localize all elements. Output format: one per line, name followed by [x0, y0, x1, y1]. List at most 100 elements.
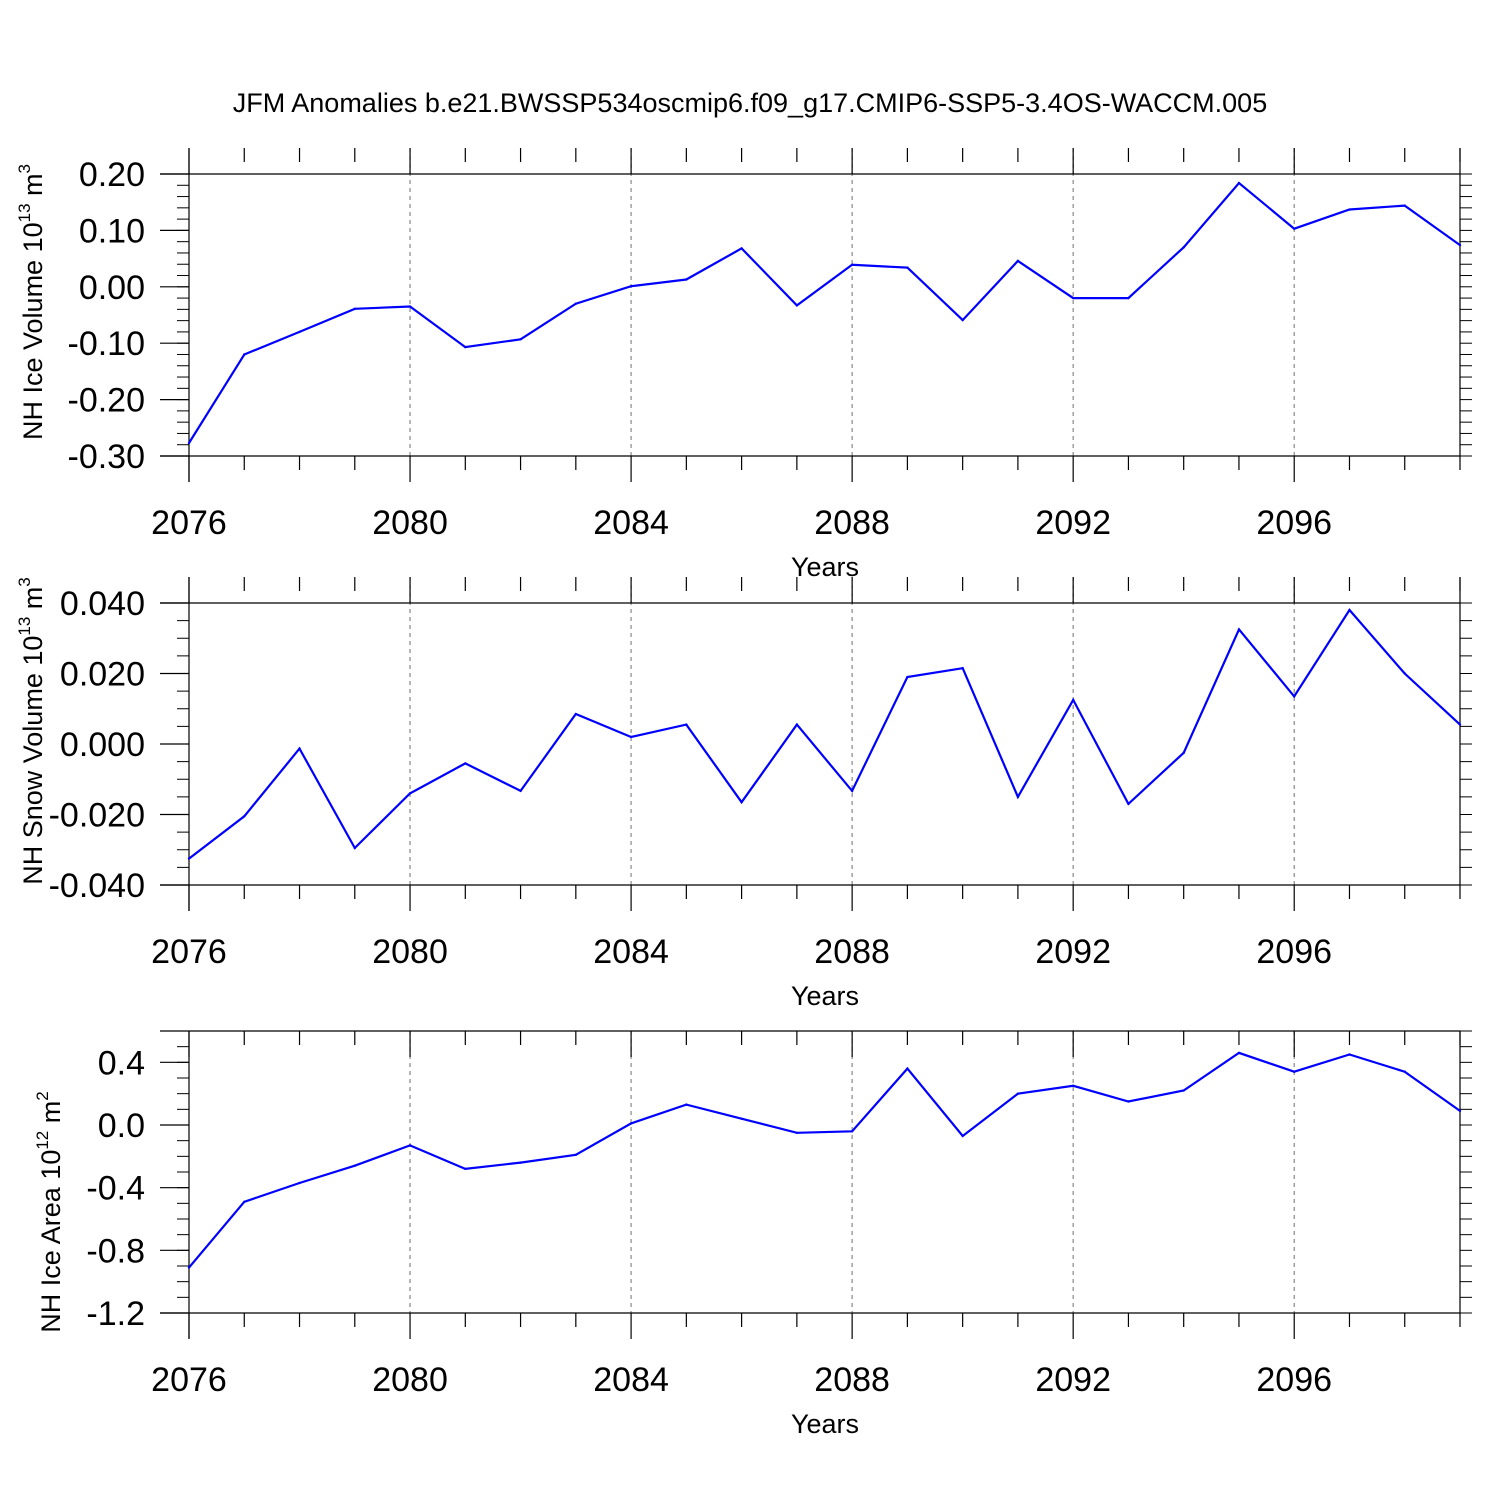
data-point — [353, 307, 356, 310]
y-axis-title-superscript: 2 — [33, 1091, 52, 1100]
x-tick-label: 2092 — [1035, 1361, 1111, 1399]
data-point — [961, 667, 964, 670]
data-point — [961, 318, 964, 322]
data-point — [1458, 723, 1462, 726]
y-axis-title-part: NH Ice Volume 10 — [18, 222, 48, 440]
x-tick-label: 2088 — [814, 933, 890, 971]
data-point — [1293, 1070, 1296, 1073]
x-axis-title: Years — [791, 981, 859, 1011]
data-point — [1071, 698, 1075, 702]
y-tick-label: -0.10 — [68, 325, 146, 363]
data-point — [629, 735, 633, 739]
y-axis-title-part: NH Snow Volume 10 — [18, 636, 48, 885]
data-point — [243, 353, 246, 356]
x-tick-label: 2096 — [1256, 504, 1332, 542]
data-point — [1182, 751, 1185, 755]
x-tick-label: 2084 — [593, 1361, 669, 1399]
x-tick-label: 2076 — [151, 1361, 227, 1399]
y-tick-label: -0.20 — [68, 382, 146, 420]
data-point — [574, 302, 578, 305]
y-tick-label: -0.040 — [49, 867, 145, 905]
x-axis-title: Years — [791, 552, 859, 582]
x-tick-label: 2092 — [1035, 933, 1111, 971]
data-point — [519, 789, 522, 793]
data-point — [906, 1067, 909, 1070]
y-tick-label: 0.020 — [60, 656, 145, 694]
series-line — [188, 181, 1461, 444]
data-point — [298, 330, 301, 334]
data-point — [187, 857, 191, 860]
y-axis-title-part: NH Ice Area 10 — [36, 1150, 66, 1333]
data-point — [464, 762, 467, 765]
data-point — [1293, 695, 1296, 698]
data-point — [1237, 628, 1241, 631]
y-tick-label: -0.4 — [86, 1170, 145, 1208]
data-point — [1127, 1100, 1130, 1103]
data-point — [187, 441, 191, 445]
data-point — [1348, 608, 1351, 612]
data-point — [353, 846, 356, 850]
data-point — [1016, 259, 1020, 263]
y-tick-label: 0.00 — [79, 269, 145, 307]
data-point — [243, 815, 246, 818]
data-point — [574, 1153, 578, 1156]
data-point — [629, 285, 633, 288]
y-tick-label: -0.020 — [49, 797, 145, 835]
x-tick-label: 2092 — [1035, 504, 1111, 542]
data-point — [298, 1181, 301, 1185]
data-point — [1182, 1089, 1185, 1092]
series-line — [188, 608, 1461, 860]
x-tick-label: 2080 — [372, 1361, 448, 1399]
y-tick-label: 0.10 — [79, 212, 145, 250]
data-point — [740, 247, 743, 250]
data-point — [795, 723, 799, 726]
data-point — [1237, 181, 1241, 185]
data-point — [685, 723, 688, 726]
data-point — [408, 305, 412, 308]
x-tick-label: 2076 — [151, 504, 227, 542]
data-point — [906, 266, 909, 269]
chart-title: JFM Anomalies b.e21.BWSSP534oscmip6.f09_… — [233, 88, 1267, 118]
y-axis-title-superscript: 13 — [15, 203, 34, 222]
y-tick-label: 0.000 — [60, 726, 145, 764]
x-tick-label: 2080 — [372, 504, 448, 542]
data-point — [795, 1131, 799, 1135]
panel-3: -1.2 -0.8 -0.4 0.0 0.4 2076 2080 2084 2088 2092 20… — [33, 1030, 1472, 1439]
data-point — [519, 338, 522, 341]
data-point — [906, 675, 909, 679]
x-tick-label: 2076 — [151, 933, 227, 971]
data-point — [1127, 802, 1130, 806]
data-point — [187, 1266, 191, 1269]
data-point — [850, 263, 854, 267]
data-point — [1458, 243, 1462, 247]
y-tick-label: 0.4 — [98, 1044, 145, 1082]
data-point — [1071, 1084, 1075, 1088]
x-tick-label: 2096 — [1256, 933, 1332, 971]
data-point — [1403, 1070, 1406, 1073]
data-point — [1348, 1053, 1351, 1056]
y-tick-label: 0.040 — [60, 585, 145, 623]
y-axis-title-part: m — [36, 1101, 66, 1131]
x-axis-title: Years — [791, 1409, 859, 1439]
data-point — [1071, 296, 1075, 300]
data-point — [850, 1130, 854, 1133]
data-point — [1182, 246, 1185, 249]
y-axis-title-superscript: 3 — [15, 164, 34, 173]
data-point — [353, 1164, 356, 1167]
data-point — [795, 304, 799, 307]
panels: -0.30 -0.20 -0.10 0.00 0.10 0.20 2076 2080 2084 2… — [15, 148, 1472, 1439]
data-point — [740, 800, 743, 804]
data-point — [408, 1144, 412, 1147]
x-tick-label: 2084 — [593, 933, 669, 971]
x-tick-label: 2088 — [814, 504, 890, 542]
y-tick-label: -0.30 — [68, 438, 146, 476]
x-tick-label: 2088 — [814, 1361, 890, 1399]
y-axis-title: NH Ice Area 1012 m2 — [33, 1091, 66, 1332]
data-point — [1458, 1109, 1462, 1113]
y-tick-label: -1.2 — [86, 1295, 145, 1333]
data-point — [1127, 296, 1130, 300]
y-axis-title-part: m — [18, 173, 48, 203]
data-point — [685, 1103, 688, 1106]
data-point — [574, 712, 578, 716]
